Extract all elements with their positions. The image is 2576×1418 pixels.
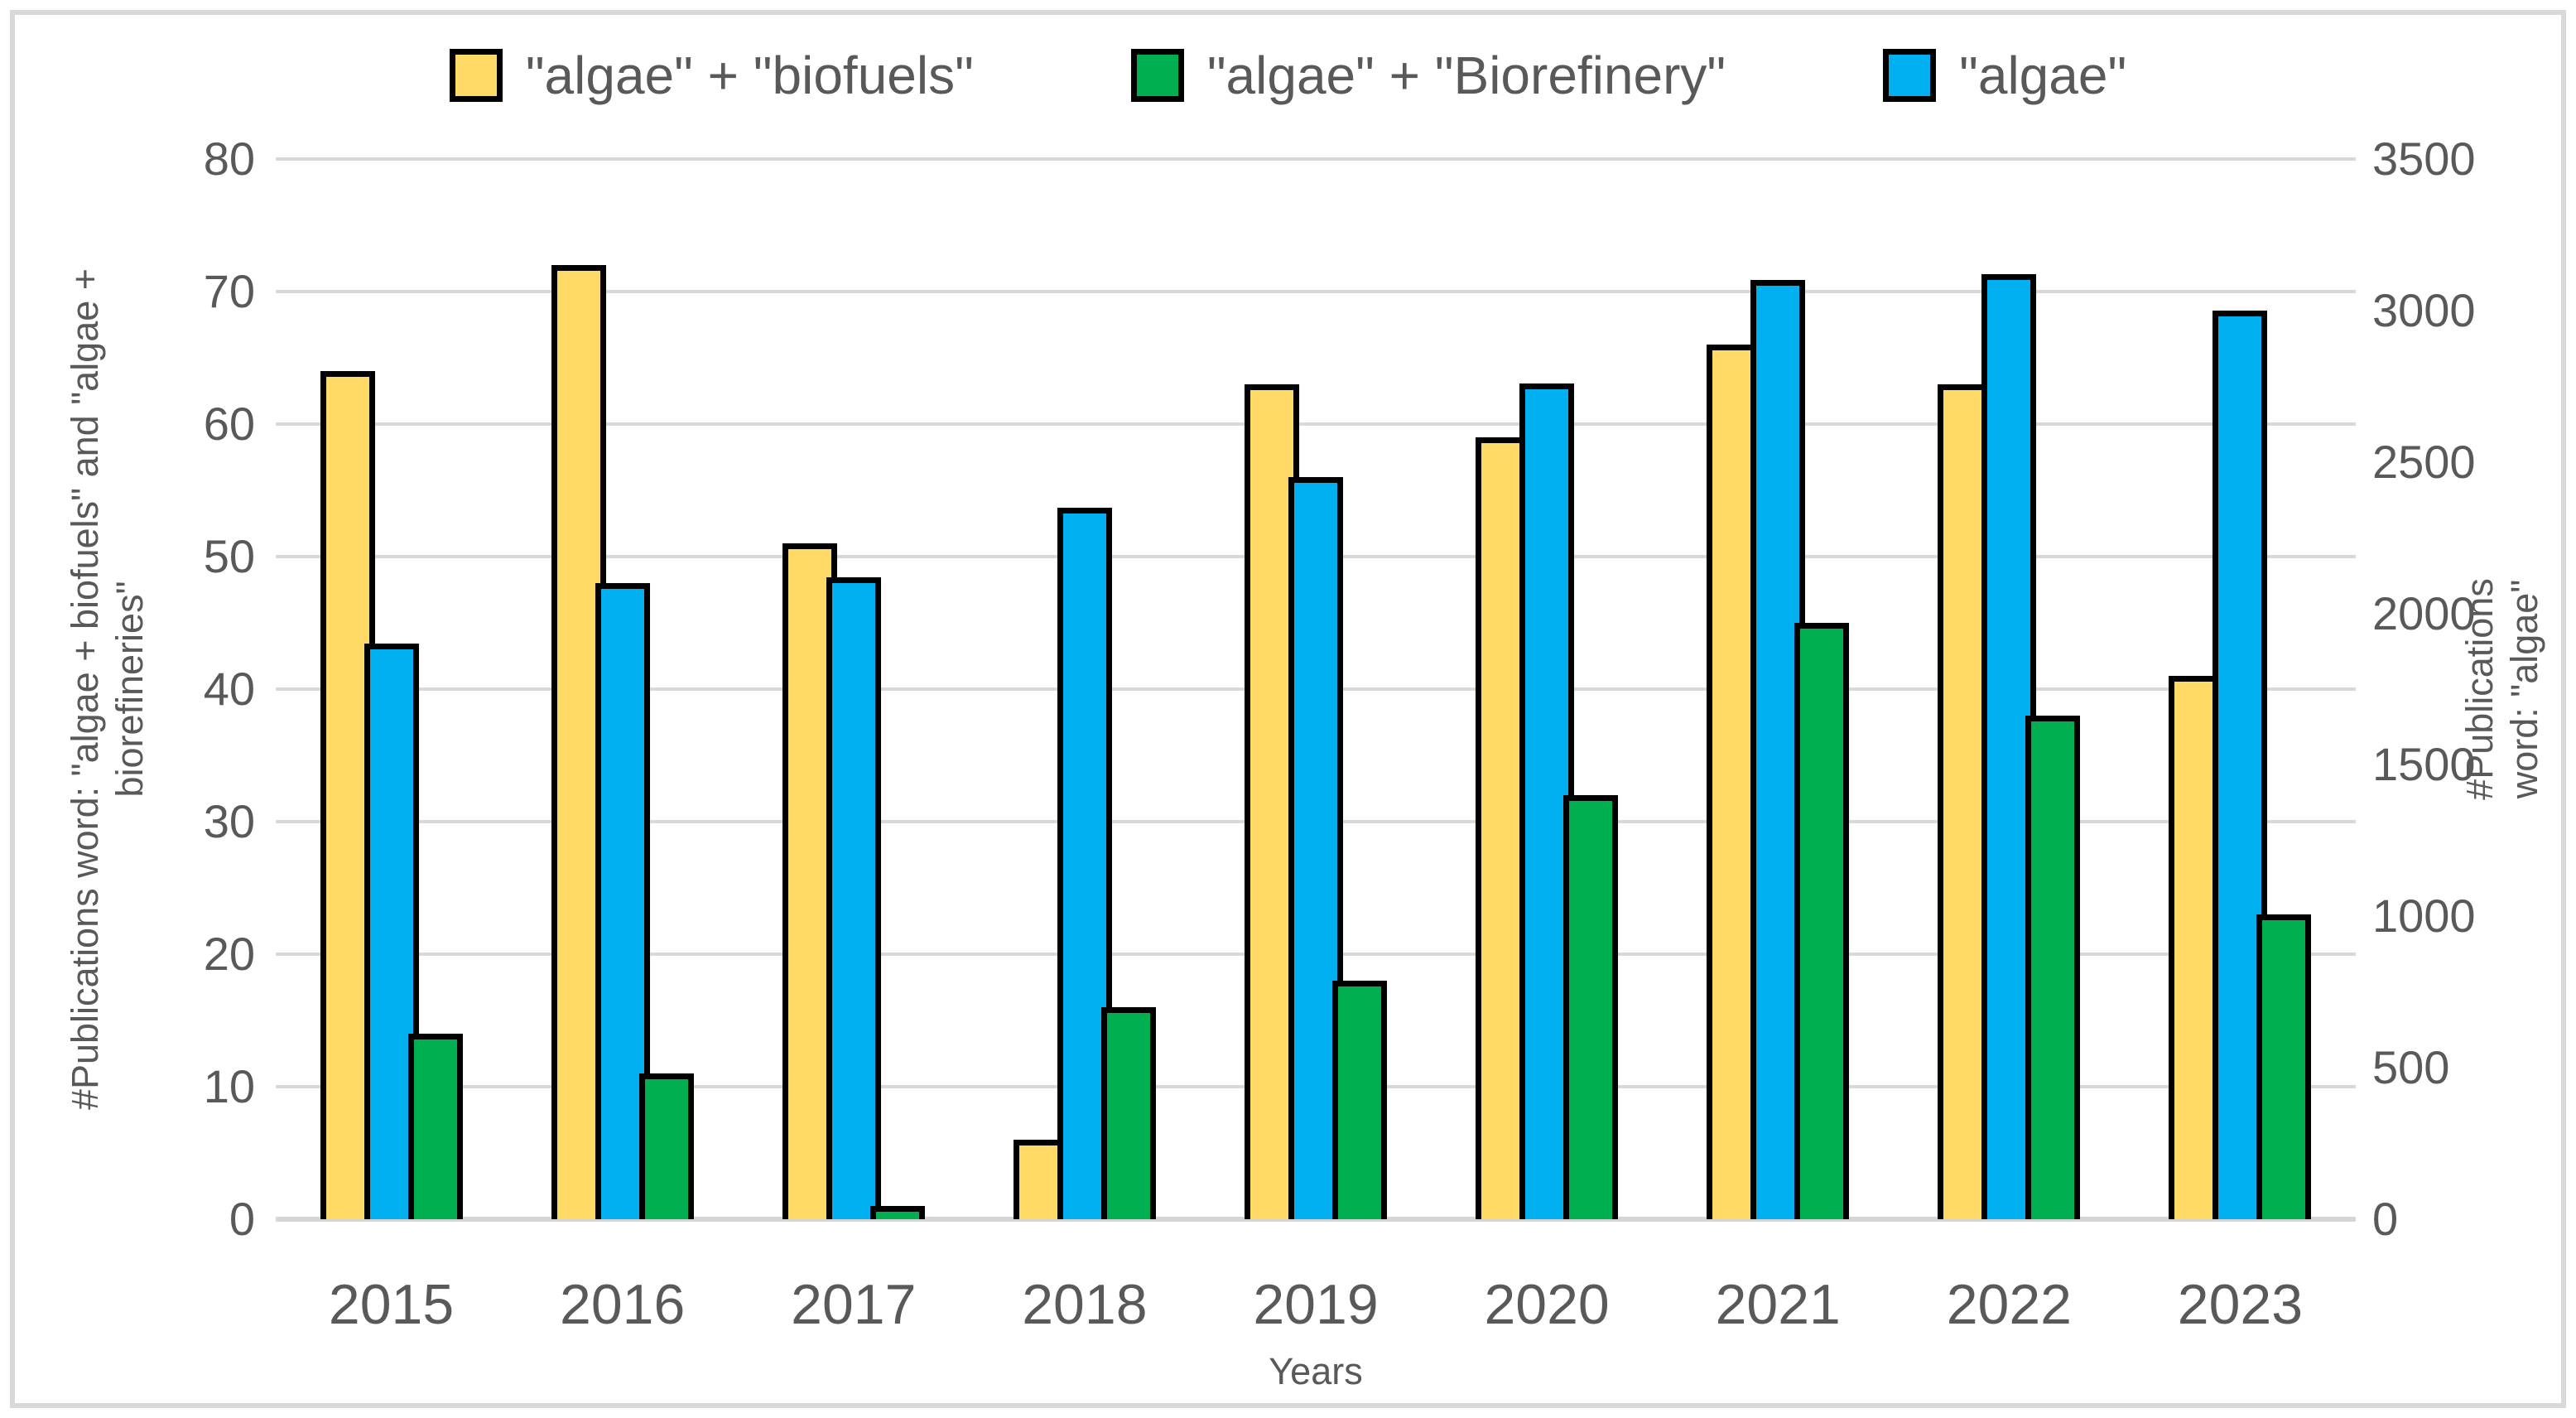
baseline-gridline [276,1217,2356,1222]
bar-2021-series-1 [1794,623,1850,1219]
right-axis-tick-label: 1000 [2372,890,2476,943]
legend-swatch-icon [1883,49,1937,102]
legend-label: "algae" + "biofuels" [525,46,974,105]
legend-swatch-icon [449,49,503,102]
x-axis-title: Years [1269,1350,1363,1392]
right-axis-tick-label: 3000 [2372,283,2476,336]
legend-swatch-icon [1130,49,1184,102]
right-axis-tick-label: 2000 [2372,586,2476,639]
gridline [276,290,2356,293]
x-axis-category-label: 2017 [791,1273,917,1336]
bar-2018-series-1 [1100,1007,1156,1219]
x-axis-category-label: 2022 [1946,1273,2072,1336]
x-axis-category-label: 2021 [1715,1273,1841,1336]
legend-item: "algae" [1883,45,2126,106]
bar-2020-series-1 [1563,795,1619,1219]
x-axis-category-label: 2018 [1022,1273,1148,1336]
left-axis-title: #Publications word: "algae + biofuels" a… [64,268,151,1111]
x-axis-category-label: 2019 [1253,1273,1379,1336]
right-axis-tick-label: 0 [2372,1193,2399,1245]
x-axis-category-label: 2023 [2177,1273,2304,1336]
legend-label: "algae" [1959,46,2127,105]
bar-2019-series-1 [1332,981,1387,1219]
right-axis-tick-label: 2500 [2372,435,2476,488]
legend-item: "algae" + "Biorefinery" [1130,45,1726,106]
left-axis-tick-label: 70 [203,265,255,317]
bar-2017-series-1 [869,1206,925,1219]
left-axis-tick-label: 30 [203,795,255,847]
right-axis-tick-label: 1500 [2372,738,2476,791]
x-axis-category-label: 2015 [328,1273,455,1336]
right-axis-tick-label: 3500 [2372,133,2476,185]
right-axis-title: #Publications word: "algae" [2458,578,2545,800]
left-axis-tick-label: 60 [203,398,255,450]
x-axis-category-label: 2016 [560,1273,686,1336]
bar-2017-series-2 [826,576,881,1219]
legend: "algae" + "biofuels" "algae" + "Biorefine… [0,30,2576,121]
left-axis-tick-label: 10 [203,1060,255,1112]
left-axis-tick-label: 40 [203,663,255,715]
bar-2022-series-1 [2025,716,2081,1219]
x-axis-category-label: 2020 [1484,1273,1610,1336]
right-axis-tick-label: 500 [2372,1041,2450,1094]
bar-2015-series-1 [407,1034,463,1219]
gridline [276,422,2356,426]
legend-item: "algae" + "biofuels" [449,45,974,106]
bar-2023-series-1 [2256,914,2312,1219]
left-axis-tick-label: 20 [203,928,255,980]
left-axis-tick-label: 0 [229,1193,255,1245]
bar-2016-series-1 [638,1073,694,1219]
left-axis-tick-label: 80 [203,133,255,185]
bar-2016-series-2 [595,583,650,1219]
gridline [276,157,2356,161]
left-axis-tick-label: 50 [203,530,255,582]
legend-label: "algae" + "Biorefinery" [1206,46,1726,105]
